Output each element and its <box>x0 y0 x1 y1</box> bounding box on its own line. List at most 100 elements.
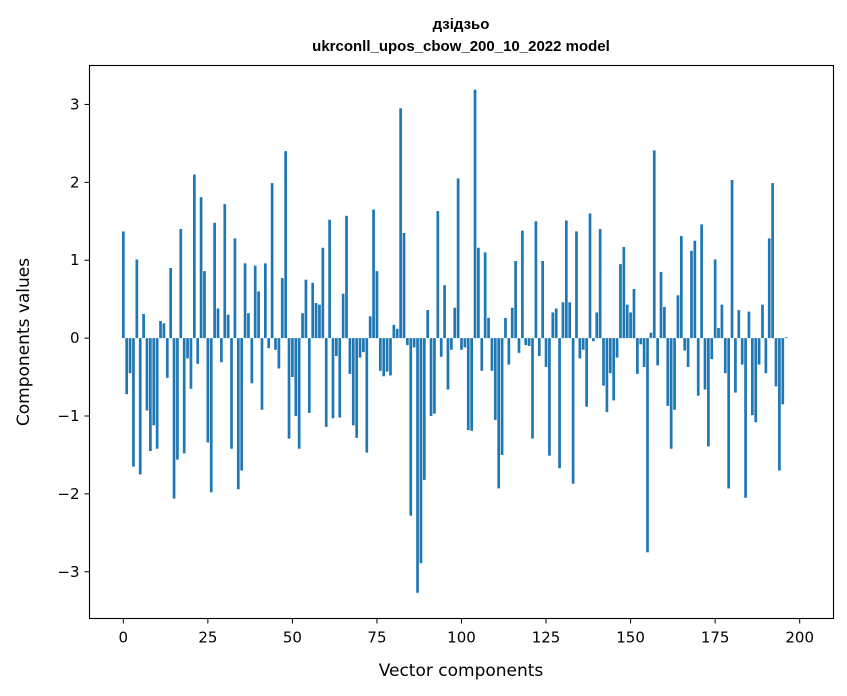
bar-97 <box>450 338 453 350</box>
bar-140 <box>595 312 599 339</box>
y-tick-label: −3 <box>57 563 79 581</box>
bar-164 <box>676 295 680 339</box>
bar-96 <box>446 338 450 390</box>
x-axis-ticks: 0 25 50 75 100 125 150 175 200 <box>119 618 814 647</box>
bar-6 <box>142 313 145 339</box>
bar-66 <box>345 215 348 339</box>
bar-103 <box>470 338 473 431</box>
bar-157 <box>652 150 656 339</box>
bar-3 <box>132 338 135 467</box>
bar-87 <box>416 338 419 593</box>
bar-38 <box>250 338 254 384</box>
bar-178 <box>723 338 727 374</box>
bar-90 <box>426 310 430 339</box>
bar-64 <box>338 338 342 418</box>
bar-120 <box>527 338 531 346</box>
bar-106 <box>480 338 484 371</box>
bar-28 <box>216 308 220 339</box>
bar-182 <box>737 310 741 339</box>
bar-50 <box>291 338 294 378</box>
bar-170 <box>696 338 700 396</box>
bar-12 <box>162 323 166 339</box>
bar-109 <box>490 338 494 371</box>
bar-32 <box>230 338 233 449</box>
bar-78 <box>385 338 389 372</box>
bar-75 <box>375 271 379 339</box>
bar-9 <box>152 338 156 426</box>
bar-84 <box>406 338 409 346</box>
bar-105 <box>477 247 480 339</box>
bar-131 <box>564 220 568 339</box>
x-tick-label: 25 <box>198 629 217 647</box>
bar-173 <box>707 338 710 447</box>
bar-44 <box>270 183 274 339</box>
bar-72 <box>365 338 369 453</box>
bar-152 <box>636 338 639 374</box>
bar-179 <box>727 338 731 489</box>
bar-124 <box>541 260 545 339</box>
bar-101 <box>463 338 467 348</box>
bar-156 <box>649 332 653 339</box>
bar-10 <box>155 338 159 449</box>
bar-167 <box>686 338 690 367</box>
bar-11 <box>159 320 162 339</box>
y-tick-label: −2 <box>57 485 79 503</box>
bar-33 <box>233 238 237 339</box>
bar-165 <box>679 236 683 339</box>
bar-47 <box>280 278 284 339</box>
bar-183 <box>740 338 744 365</box>
bar-187 <box>754 338 758 423</box>
bar-41 <box>260 338 264 410</box>
bar-13 <box>165 338 169 378</box>
bar-161 <box>666 338 670 406</box>
bar-37 <box>247 313 250 339</box>
bar-65 <box>341 293 345 339</box>
bar-49 <box>287 338 291 439</box>
bar-147 <box>619 264 622 339</box>
bar-118 <box>521 230 524 339</box>
bar-192 <box>771 183 774 339</box>
bar-82 <box>399 108 402 339</box>
x-tick-label: 100 <box>447 629 476 647</box>
bar-128 <box>554 308 558 339</box>
bar-126 <box>548 338 551 456</box>
x-axis-label: Vector components <box>379 661 544 681</box>
bar-113 <box>504 317 507 339</box>
bar-195 <box>781 338 785 405</box>
bar-138 <box>588 213 592 339</box>
bar-172 <box>703 338 707 390</box>
bar-1 <box>125 338 129 395</box>
bar-110 <box>493 338 497 420</box>
bar-117 <box>517 338 521 353</box>
bar-68 <box>351 338 355 426</box>
bar-139 <box>592 338 595 342</box>
bar-83 <box>402 232 406 339</box>
bar-40 <box>257 291 260 339</box>
bar-52 <box>297 338 301 449</box>
y-axis-ticks: −3 −2 −1 0 1 2 3 <box>57 95 90 581</box>
y-tick-label: 3 <box>70 95 80 113</box>
bar-46 <box>277 338 281 369</box>
bar-102 <box>466 338 470 431</box>
bar-39 <box>253 265 257 339</box>
x-tick-label: 200 <box>785 629 814 647</box>
bar-151 <box>632 289 636 339</box>
bar-98 <box>453 307 457 339</box>
bar-160 <box>663 306 666 339</box>
bar-100 <box>460 338 463 350</box>
bar-22 <box>196 338 200 364</box>
bar-42 <box>264 263 267 339</box>
bar-136 <box>581 338 585 350</box>
bar-150 <box>629 312 632 339</box>
bar-85 <box>409 338 413 516</box>
bar-89 <box>422 338 426 480</box>
bar-141 <box>598 229 602 339</box>
bar-56 <box>311 282 315 339</box>
bar-169 <box>693 240 697 339</box>
bar-18 <box>182 338 186 454</box>
bar-184 <box>744 338 747 498</box>
bar-95 <box>443 285 446 339</box>
bar-26 <box>209 338 213 493</box>
bar-149 <box>625 304 629 339</box>
bar-55 <box>307 338 311 413</box>
